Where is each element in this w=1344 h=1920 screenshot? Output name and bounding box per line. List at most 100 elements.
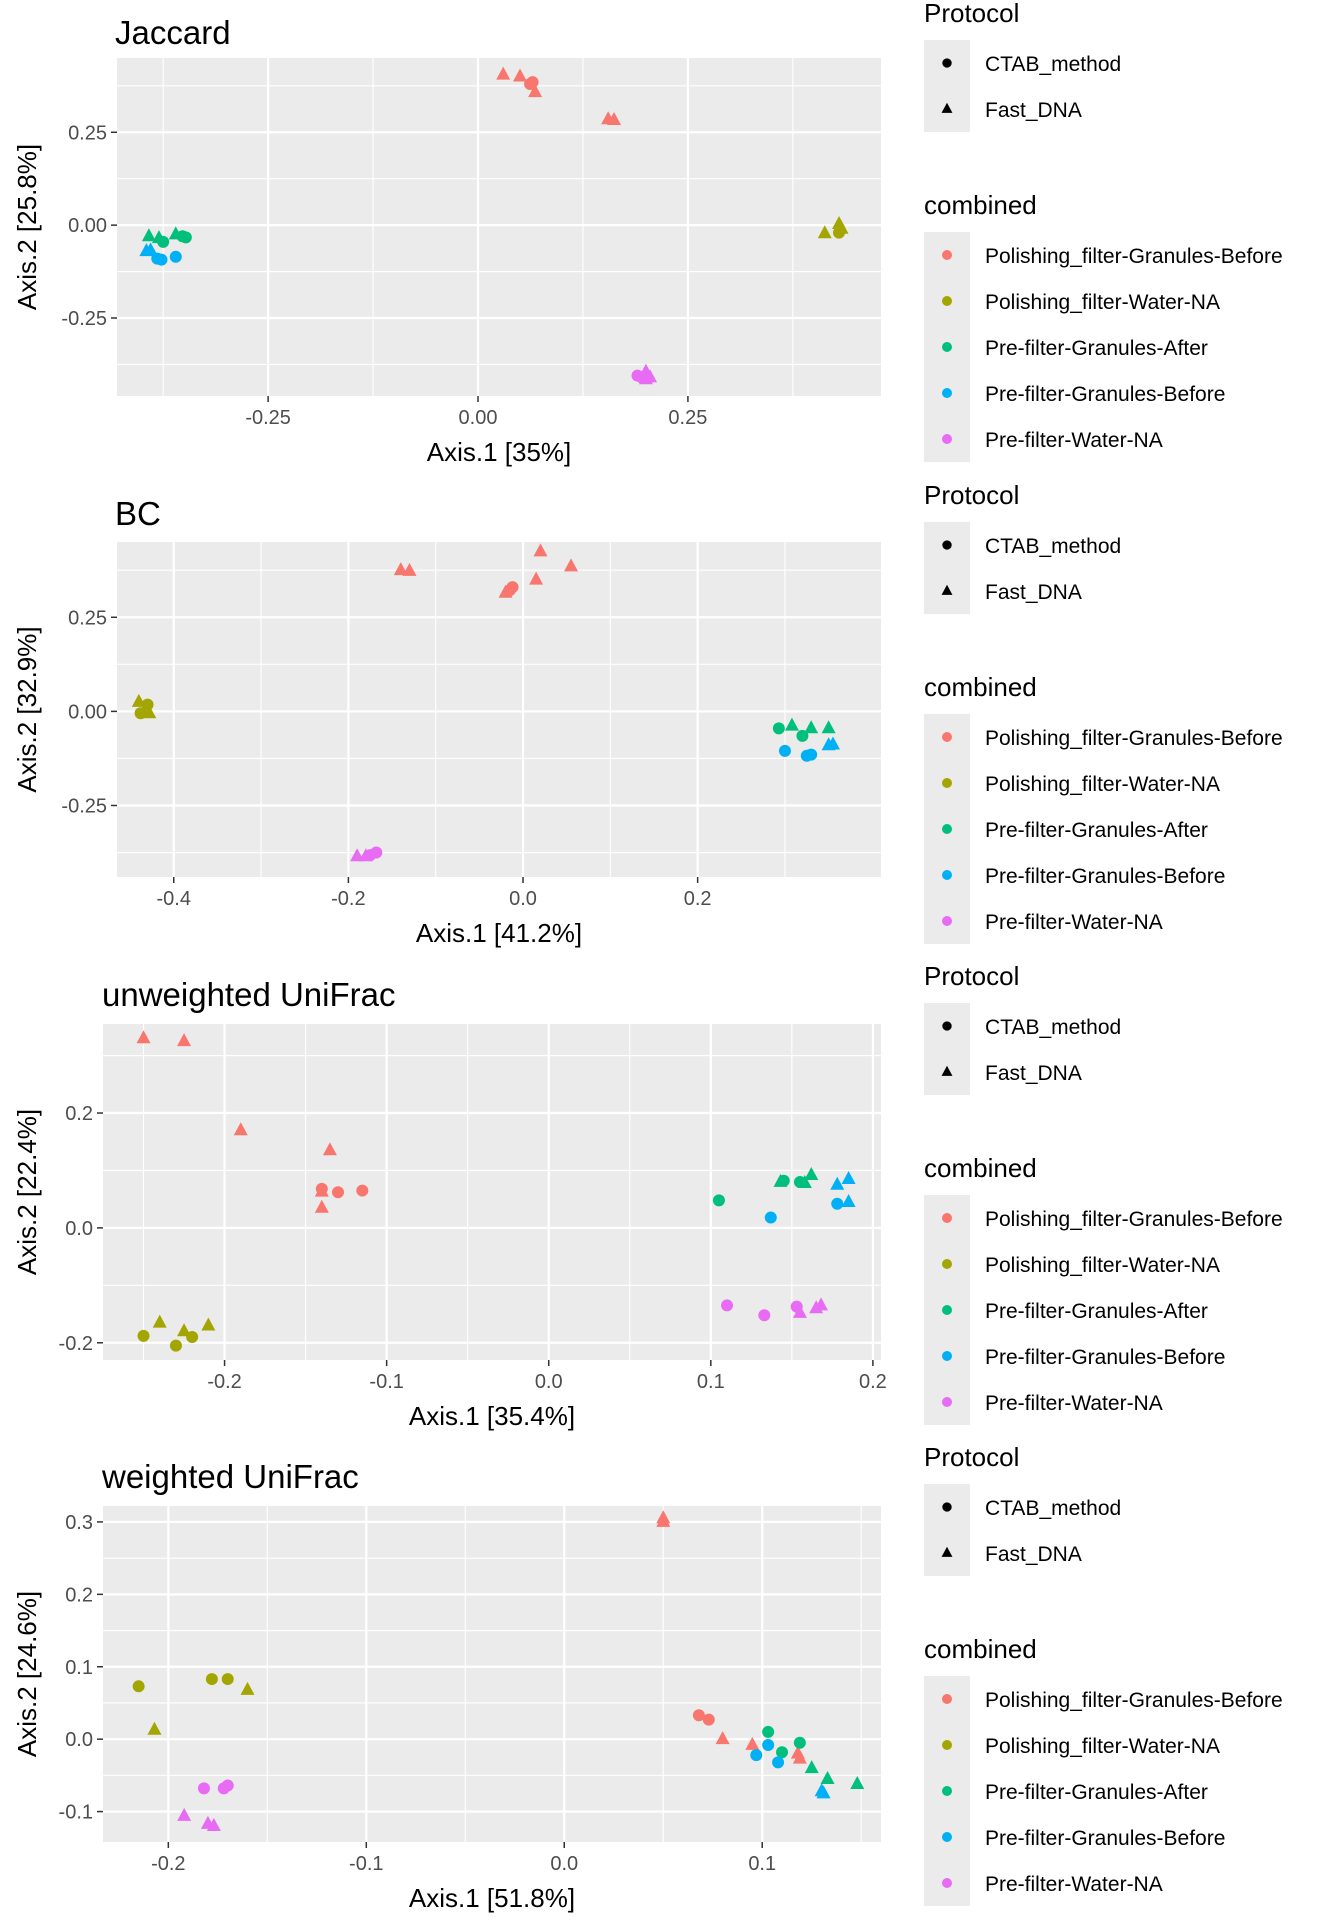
legend-key-polishing-filter-water-na: [942, 778, 952, 788]
data-point-pre-filter-water-na-ctab-method: [221, 1779, 234, 1792]
legend-key-pre-filter-granules-after: [942, 1786, 952, 1796]
legend-color-entry: Pre-filter-Granules-After: [985, 1781, 1208, 1804]
data-point-pre-filter-granules-after-ctab-method: [179, 231, 192, 244]
data-point-pre-filter-water-na-fast-dna: [792, 1304, 807, 1318]
x-tick-label: 0.00: [459, 407, 498, 429]
legend-key-polishing-filter-water-na: [942, 1259, 952, 1269]
legend-shape-entry: Fast_DNA: [985, 1543, 1082, 1566]
y-tick-label: 0.2: [65, 1584, 93, 1606]
panel-weighted-unifrac: weighted UniFrac -0.2 -0.1 0.0 0.1 -0.1 0.0 0.1…: [12, 1458, 881, 1913]
legend-key-ctab-method: [942, 1502, 952, 1512]
data-point-polishing-filter-granules-before-fast-dna: [177, 1033, 192, 1047]
data-point-pre-filter-granules-before-fast-dna: [816, 1785, 831, 1799]
x-tick-label: 0.2: [684, 888, 712, 910]
data-points: [136, 1030, 856, 1352]
legend-color-title: combined: [924, 1153, 1037, 1183]
data-point-polishing-filter-granules-before-ctab-method: [692, 1709, 705, 1722]
x-axis-label: Axis.1 [41.2%]: [416, 918, 582, 948]
y-axis-label: Axis.2 [32.9%]: [12, 626, 42, 792]
data-point-pre-filter-granules-after-fast-dna: [797, 1175, 812, 1189]
data-point-polishing-filter-granules-before-fast-dna: [528, 84, 543, 98]
legend-key-pre-filter-water-na: [942, 1878, 952, 1888]
legend-shape-title: Protocol: [924, 1442, 1019, 1472]
legend-color-title: combined: [924, 1634, 1037, 1664]
legend-key-ctab-method: [942, 540, 952, 550]
data-point-pre-filter-granules-before-ctab-method: [750, 1749, 763, 1762]
data-point-polishing-filter-water-na-fast-dna: [201, 1317, 216, 1331]
data-point-polishing-filter-granules-before-fast-dna: [496, 66, 511, 80]
x-tick-label: 0.0: [550, 1853, 578, 1875]
y-tick-label: 0.25: [68, 607, 107, 629]
legend-2: Protocol CTAB_method Fast_DNA combined Polis…: [924, 480, 1283, 944]
legend-color-entry: Polishing_filter-Granules-Before: [985, 1689, 1283, 1712]
data-point-polishing-filter-water-na-ctab-method: [169, 1339, 182, 1352]
legend-key-pre-filter-granules-before: [942, 870, 952, 880]
legend-color-entry: Pre-filter-Granules-After: [985, 819, 1208, 842]
y-tick-label: 0.25: [68, 122, 107, 144]
legend-1: Protocol CTAB_method Fast_DNA combined Polis…: [924, 0, 1283, 462]
data-point-polishing-filter-granules-before-fast-dna: [533, 543, 548, 557]
x-tick-label: -0.2: [331, 888, 365, 910]
data-point-pre-filter-water-na-fast-dna: [206, 1818, 221, 1832]
legend-color-entry: Pre-filter-Granules-After: [985, 1300, 1208, 1323]
x-axis-label: Axis.1 [35%]: [427, 437, 572, 467]
plot-background: [117, 542, 881, 877]
data-point-polishing-filter-granules-before-fast-dna: [322, 1142, 337, 1156]
data-point-pre-filter-granules-before-ctab-method: [831, 1197, 844, 1210]
data-point-polishing-filter-water-na-ctab-method: [137, 1329, 150, 1342]
data-point-pre-filter-granules-after-ctab-method: [712, 1194, 725, 1207]
data-point-polishing-filter-granules-before-fast-dna: [564, 558, 579, 572]
legend-color-entry: Polishing_filter-Water-NA: [985, 291, 1220, 314]
legend-key-pre-filter-water-na: [942, 434, 952, 444]
data-point-polishing-filter-granules-before-fast-dna: [393, 562, 408, 576]
chart-title: unweighted UniFrac: [102, 976, 396, 1013]
legend-key-polishing-filter-granules-before: [942, 1213, 952, 1223]
data-point-pre-filter-granules-after-ctab-method: [772, 722, 785, 735]
data-point-pre-filter-water-na-ctab-method: [758, 1309, 771, 1322]
legend-color-entry: Polishing_filter-Granules-Before: [985, 245, 1283, 268]
data-points: [131, 543, 840, 862]
data-point-polishing-filter-water-na-fast-dna: [817, 225, 832, 239]
legend-key-polishing-filter-water-na: [942, 296, 952, 306]
legend-key-pre-filter-granules-before: [942, 388, 952, 398]
data-point-pre-filter-water-na-fast-dna: [643, 369, 658, 383]
data-point-pre-filter-granules-after-fast-dna: [804, 1166, 819, 1180]
data-point-pre-filter-granules-after-fast-dna: [820, 1770, 835, 1784]
data-point-polishing-filter-granules-before-fast-dna: [529, 571, 544, 585]
legend-color-entry: Pre-filter-Water-NA: [985, 1873, 1163, 1896]
legend-color-entry: Pre-filter-Granules-Before: [985, 865, 1225, 888]
x-tick-label: -0.1: [369, 1371, 403, 1393]
panel-jaccard: Jaccard -0.25 0.00 0.25 -0.25 0.00 0.25 Axis.1 …: [12, 14, 881, 467]
data-point-polishing-filter-granules-before-fast-dna: [498, 584, 513, 598]
y-tick-label: -0.25: [61, 308, 107, 330]
data-point-pre-filter-granules-before-fast-dna: [841, 1193, 856, 1207]
y-tick-label: -0.1: [59, 1802, 93, 1824]
legend-key-fast-dna: [941, 1546, 953, 1557]
legend-key-polishing-filter-granules-before: [942, 732, 952, 742]
data-point-pre-filter-granules-before-fast-dna: [830, 1176, 845, 1190]
legend-color-entry: Polishing_filter-Water-NA: [985, 1735, 1220, 1758]
x-tick-label: 0.1: [748, 1853, 776, 1875]
chart-title: weighted UniFrac: [101, 1458, 359, 1495]
data-point-pre-filter-granules-after-ctab-method: [762, 1725, 775, 1738]
y-tick-label: 0.1: [65, 1657, 93, 1679]
legend-4: Protocol CTAB_method Fast_DNA combined Polis…: [924, 1442, 1283, 1906]
data-point-pre-filter-granules-after-fast-dna: [804, 720, 819, 734]
legend-key-fast-dna: [941, 584, 953, 595]
legend-shape-entry: Fast_DNA: [985, 581, 1082, 604]
data-point-pre-filter-granules-before-fast-dna: [825, 736, 840, 750]
data-points: [132, 1510, 865, 1832]
data-point-polishing-filter-granules-before-fast-dna: [402, 562, 417, 576]
data-points: [139, 66, 849, 385]
x-axis-label: Axis.1 [51.8%]: [409, 1883, 575, 1913]
data-point-polishing-filter-water-na-fast-dna: [240, 1681, 255, 1695]
legend-shape-entry: Fast_DNA: [985, 99, 1082, 122]
legend-key-pre-filter-granules-after: [942, 1305, 952, 1315]
x-axis-label: Axis.1 [35.4%]: [409, 1401, 575, 1431]
legend-shape-title: Protocol: [924, 480, 1019, 510]
data-point-polishing-filter-water-na-ctab-method: [186, 1331, 199, 1344]
legend-color-entry: Polishing_filter-Water-NA: [985, 1254, 1220, 1277]
plot-background: [117, 58, 881, 396]
data-point-pre-filter-granules-after-fast-dna: [821, 720, 836, 734]
data-point-polishing-filter-granules-before-fast-dna: [607, 111, 622, 125]
